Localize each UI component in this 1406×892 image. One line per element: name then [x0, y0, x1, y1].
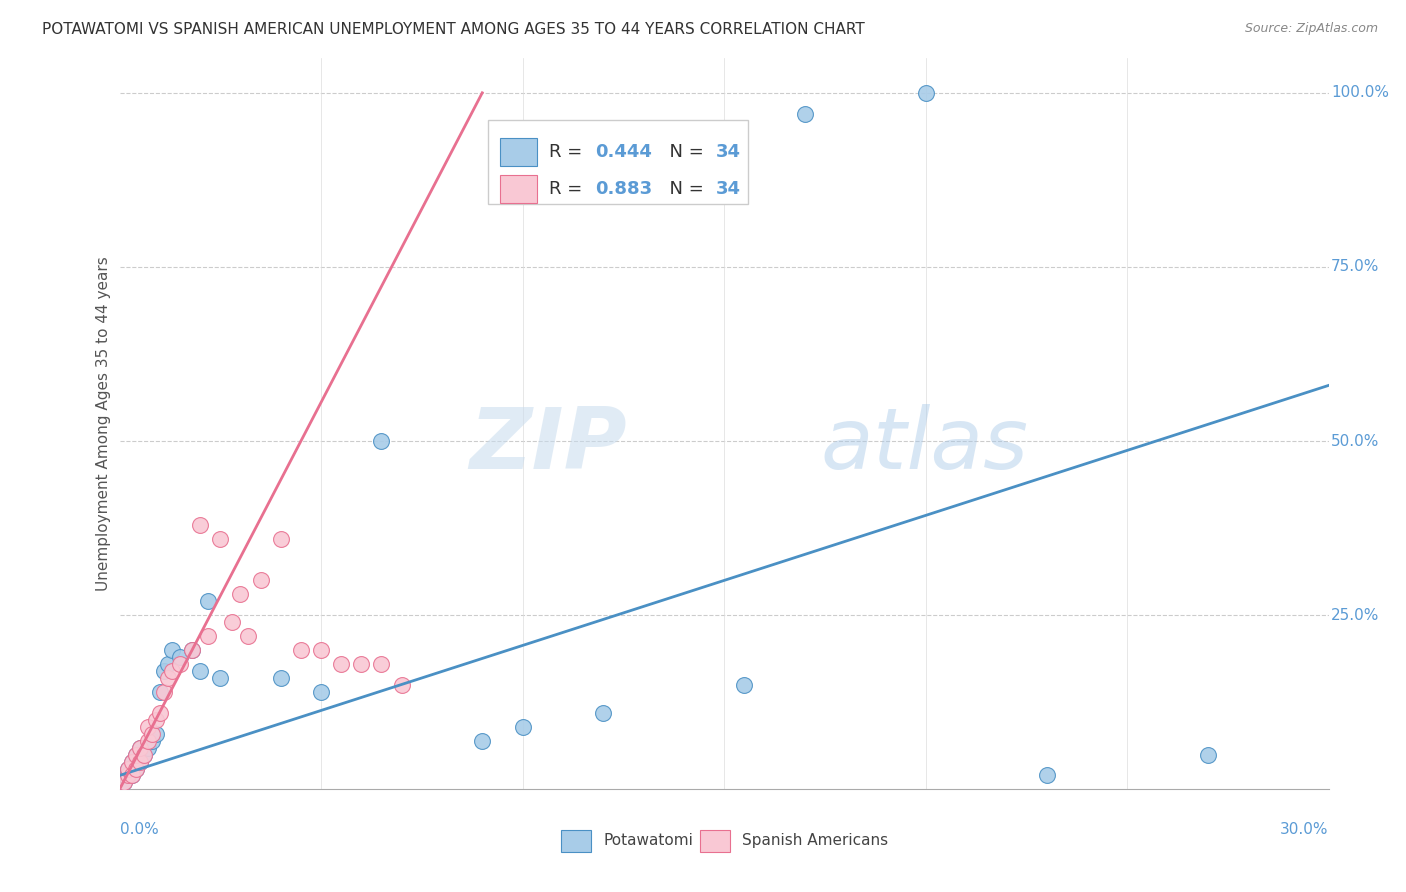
Point — [156, 671, 179, 685]
Point — [117, 762, 139, 776]
Point — [370, 434, 392, 449]
Point — [136, 720, 159, 734]
Text: 0.883: 0.883 — [595, 180, 652, 198]
Point — [733, 678, 755, 692]
Point — [330, 657, 353, 671]
Text: N =: N = — [658, 180, 709, 198]
Point — [238, 629, 260, 643]
Point — [181, 643, 204, 657]
Point — [1035, 768, 1057, 782]
Point — [249, 574, 271, 588]
Point — [121, 768, 143, 782]
Point — [112, 775, 135, 789]
Text: ZIP: ZIP — [470, 404, 627, 487]
Point — [132, 747, 155, 762]
Point — [121, 755, 143, 769]
Bar — [561, 830, 591, 852]
Point — [136, 733, 159, 747]
Point — [153, 685, 176, 699]
Text: R =: R = — [548, 143, 588, 161]
Text: N =: N = — [658, 143, 709, 161]
Point — [117, 768, 139, 782]
Bar — [488, 120, 748, 204]
Text: 50.0%: 50.0% — [1331, 434, 1379, 449]
Point — [149, 685, 172, 699]
Point — [188, 664, 211, 678]
Text: Spanish Americans: Spanish Americans — [742, 833, 889, 848]
Point — [117, 768, 139, 782]
Text: 0.0%: 0.0% — [120, 822, 159, 838]
Point — [309, 685, 332, 699]
Point — [121, 768, 143, 782]
Point — [209, 671, 232, 685]
Point — [128, 755, 150, 769]
Point — [188, 517, 211, 532]
Point — [512, 720, 534, 734]
Point — [229, 587, 252, 601]
Point — [124, 747, 146, 762]
Text: atlas: atlas — [821, 404, 1029, 487]
Point — [169, 657, 191, 671]
Point — [209, 532, 232, 546]
Point — [124, 747, 146, 762]
Point — [793, 106, 815, 120]
Text: 100.0%: 100.0% — [1331, 86, 1389, 100]
Point — [141, 733, 163, 747]
Point — [112, 775, 135, 789]
Point — [149, 706, 172, 720]
Point — [309, 643, 332, 657]
Point — [169, 650, 191, 665]
Text: 34: 34 — [716, 143, 741, 161]
Point — [391, 678, 413, 692]
Text: 25.0%: 25.0% — [1331, 607, 1379, 623]
Point — [153, 664, 176, 678]
Text: 75.0%: 75.0% — [1331, 260, 1379, 275]
Point — [370, 657, 392, 671]
Y-axis label: Unemployment Among Ages 35 to 44 years: Unemployment Among Ages 35 to 44 years — [96, 256, 111, 591]
Bar — [700, 830, 730, 852]
Point — [350, 657, 373, 671]
Point — [128, 740, 150, 755]
Point — [117, 762, 139, 776]
Text: 34: 34 — [716, 180, 741, 198]
Point — [124, 762, 146, 776]
Point — [221, 615, 243, 630]
Point — [124, 762, 146, 776]
Point — [160, 664, 183, 678]
Point — [1197, 747, 1219, 762]
Point — [145, 727, 167, 741]
Point — [132, 747, 155, 762]
Point — [160, 643, 183, 657]
Point — [112, 768, 135, 782]
Point — [270, 532, 292, 546]
Point — [145, 713, 167, 727]
Text: 0.444: 0.444 — [595, 143, 651, 161]
Point — [136, 740, 159, 755]
Point — [592, 706, 614, 720]
Text: POTAWATOMI VS SPANISH AMERICAN UNEMPLOYMENT AMONG AGES 35 TO 44 YEARS CORRELATIO: POTAWATOMI VS SPANISH AMERICAN UNEMPLOYM… — [42, 22, 865, 37]
Text: 30.0%: 30.0% — [1281, 822, 1329, 838]
Text: Potawatomi: Potawatomi — [603, 833, 693, 848]
Point — [128, 755, 150, 769]
Point — [914, 86, 936, 100]
Point — [197, 594, 219, 608]
Bar — [501, 175, 537, 203]
Point — [270, 671, 292, 685]
Text: R =: R = — [548, 180, 588, 198]
Point — [181, 643, 204, 657]
Point — [156, 657, 179, 671]
Point — [197, 629, 219, 643]
Point — [141, 727, 163, 741]
Point — [121, 755, 143, 769]
Bar — [501, 138, 537, 166]
Point — [290, 643, 312, 657]
Text: Source: ZipAtlas.com: Source: ZipAtlas.com — [1244, 22, 1378, 36]
Point — [471, 733, 494, 747]
Point — [128, 740, 150, 755]
